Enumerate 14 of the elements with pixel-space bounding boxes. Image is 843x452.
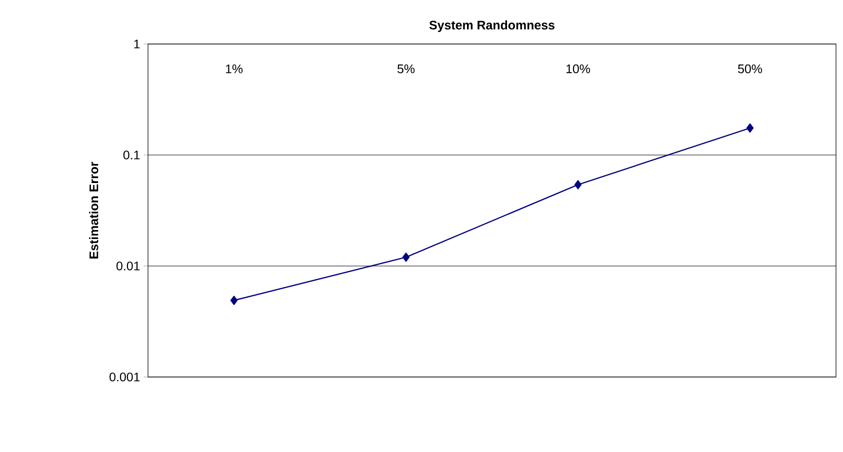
y-tick-label: 0.1 <box>123 150 140 160</box>
x-tick-label: 1% <box>226 64 243 74</box>
y-axis-title: Estimation Error <box>89 162 98 258</box>
x-tick-label: 5% <box>398 64 415 74</box>
x-tick-label: 50% <box>738 64 762 74</box>
point <box>574 180 582 190</box>
y-tick-label: 0.001 <box>110 372 140 382</box>
point <box>402 252 410 262</box>
y-tick-label: 0.01 <box>116 262 140 270</box>
x-tick-label: 10% <box>566 64 590 74</box>
point <box>746 123 754 133</box>
point <box>230 296 238 305</box>
x-axis-title: System Randomness <box>429 20 554 32</box>
y-tick-label: 1 <box>134 40 140 48</box>
